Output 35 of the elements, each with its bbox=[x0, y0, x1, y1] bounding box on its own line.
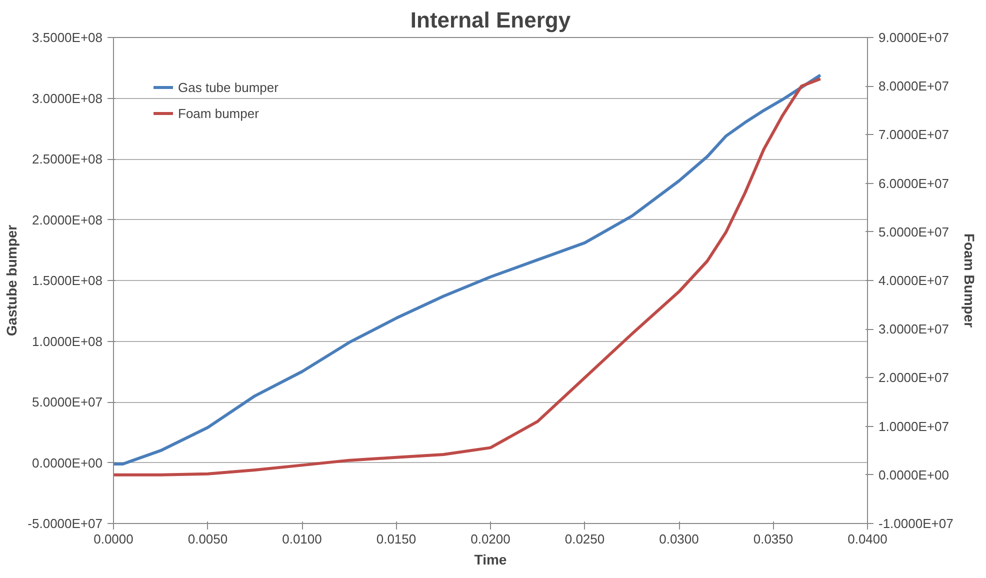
y-tick-label: 1.5000E+08 bbox=[32, 273, 102, 288]
x-tick-label: 0.0050 bbox=[188, 532, 228, 546]
y-tick-label: 0.0000E+00 bbox=[32, 455, 102, 470]
y2-tick-label: 9.0000E+07 bbox=[878, 30, 949, 45]
chart-title: Internal Energy bbox=[410, 8, 572, 32]
y2-tick-label: 7.0000E+07 bbox=[878, 127, 949, 142]
y-tick-label: 2.0000E+08 bbox=[32, 212, 102, 228]
y-tick-label: 3.5000E+08 bbox=[32, 30, 102, 45]
legend-label: Gas tube bumper bbox=[178, 80, 278, 94]
y2-tick-label: 5.0000E+07 bbox=[878, 224, 949, 240]
y2-tick-label: 6.0000E+07 bbox=[878, 176, 949, 191]
y-axis-title: Gastube bumper bbox=[4, 224, 20, 336]
legend-label: Foam bumper bbox=[178, 106, 259, 120]
y2-tick-label: 0.0000E+00 bbox=[878, 467, 949, 482]
x-tick-label: 0.0150 bbox=[376, 532, 416, 546]
y2-tick-label: 8.0000E+07 bbox=[878, 78, 949, 94]
y2-tick-label: -1.0000E+07 bbox=[878, 516, 954, 531]
x-tick-label: 0.0300 bbox=[659, 532, 699, 546]
x-tick-label: 0.0000 bbox=[94, 532, 134, 546]
y-tick-label: 5.0000E+07 bbox=[32, 394, 102, 410]
y2-axis-title: Foam Bumper bbox=[961, 233, 978, 328]
x-axis-title: Time bbox=[474, 552, 507, 568]
y2-tick-label: 3.0000E+07 bbox=[878, 322, 949, 337]
y2-tick-label: 2.0000E+07 bbox=[878, 370, 949, 386]
y-tick-label: -5.0000E+07 bbox=[28, 516, 103, 531]
x-tick-label: 0.0100 bbox=[282, 532, 322, 546]
y-tick-label: 1.0000E+08 bbox=[32, 334, 102, 349]
x-tick-label: 0.0400 bbox=[848, 532, 888, 546]
y2-tick-label: 1.0000E+07 bbox=[878, 418, 949, 434]
y2-tick-label: 4.0000E+07 bbox=[878, 273, 949, 288]
y-tick-label: 2.5000E+08 bbox=[32, 152, 102, 166]
x-tick-label: 0.0350 bbox=[753, 532, 794, 546]
x-tick-label: 0.0200 bbox=[470, 532, 510, 546]
y-tick-label: 3.0000E+08 bbox=[32, 90, 102, 106]
x-tick-label: 0.0250 bbox=[564, 532, 605, 546]
